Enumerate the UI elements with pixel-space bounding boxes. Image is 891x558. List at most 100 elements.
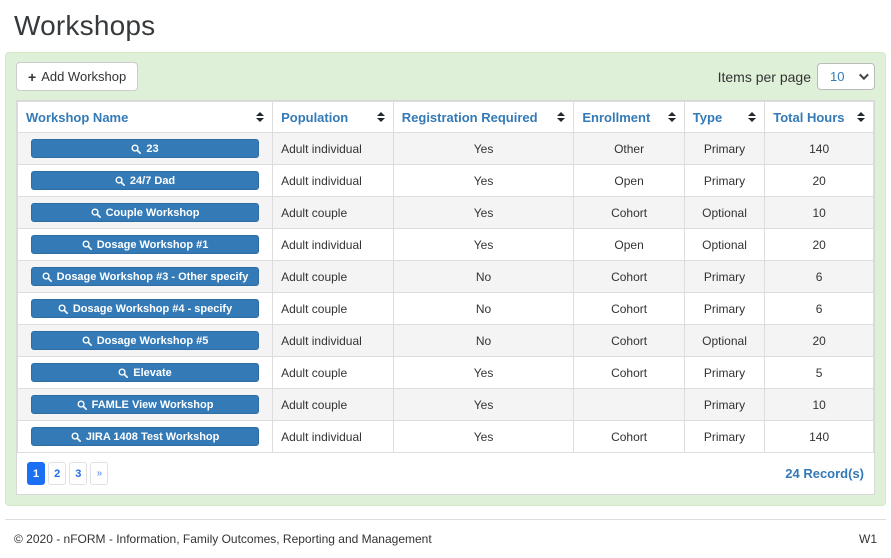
items-per-page-label: Items per page [717, 68, 811, 85]
cell-workshop-name: Couple Workshop [16, 196, 274, 229]
cell-population: Adult couple [272, 356, 394, 389]
column-header-registration-required[interactable]: Registration Required [392, 101, 575, 133]
cell-population: Adult couple [272, 260, 394, 293]
table-row: Elevate Adult couple Yes Cohort Primary 5 [16, 356, 874, 389]
cell-workshop-name: 23 [16, 132, 274, 165]
column-label: Workshop Name [26, 109, 129, 125]
workshop-link-button[interactable]: JIRA 1408 Test Workshop [30, 427, 260, 446]
cell-enrollment: Cohort [573, 324, 685, 357]
search-icon [82, 240, 92, 250]
table-row: 23 Adult individual Yes Other Primary 140 [16, 132, 874, 165]
sort-arrows-icon [256, 112, 265, 122]
items-per-page-select[interactable]: 10 [817, 63, 875, 90]
workshop-link-button[interactable]: Couple Workshop [30, 203, 260, 222]
search-icon [77, 400, 87, 410]
cell-enrollment: Other [573, 132, 685, 165]
table-row: Dosage Workshop #1 Adult individual Yes Ope… [16, 228, 874, 261]
workshop-name-label: Couple Workshop [105, 206, 200, 219]
workshop-link-button[interactable]: Dosage Workshop #5 [30, 331, 260, 350]
column-label: Total Hours [773, 109, 845, 125]
cell-registration-required: No [392, 324, 575, 357]
page-title: Workshops [14, 10, 156, 41]
cell-registration-required: No [392, 260, 575, 293]
cell-total-hours: 5 [764, 356, 874, 389]
workshop-link-button[interactable]: Dosage Workshop #3 - Other specify [30, 267, 260, 286]
cell-type: Primary [683, 388, 766, 421]
workshop-link-button[interactable]: 23 [30, 139, 260, 158]
column-header-type[interactable]: Type [683, 101, 766, 133]
pagination-bar: 1 2 3 » 24 Record(s) [17, 453, 874, 494]
footer-divider [5, 519, 886, 520]
cell-registration-required: Yes [392, 164, 575, 197]
workshop-link-button[interactable]: Dosage Workshop #1 [30, 235, 260, 254]
workshops-table: Workshop Name Population Registration Re… [16, 101, 874, 453]
cell-total-hours: 20 [764, 164, 874, 197]
cell-population: Adult individual [272, 420, 394, 453]
cell-population: Adult individual [272, 132, 394, 165]
cell-type: Optional [683, 228, 766, 261]
column-header-workshop-name[interactable]: Workshop Name [16, 101, 274, 133]
column-label: Population [281, 109, 349, 125]
table-row: FAMLE View Workshop Adult couple Yes Primar… [16, 388, 874, 421]
workshop-name-label: 24/7 Dad [129, 174, 176, 187]
cell-population: Adult individual [272, 228, 394, 261]
column-label: Type [692, 109, 723, 125]
cell-population: Adult individual [272, 164, 394, 197]
cell-registration-required: Yes [392, 196, 575, 229]
column-header-population[interactable]: Population [272, 101, 394, 133]
workshop-name-label: JIRA 1408 Test Workshop [85, 430, 220, 443]
workshops-panel: + Add Workshop Items per page 10 Worksho… [5, 52, 886, 506]
page-button-3[interactable]: 3 [69, 462, 88, 485]
workshop-link-button[interactable]: FAMLE View Workshop [30, 395, 260, 414]
page-button-1[interactable]: 1 [27, 462, 46, 485]
items-per-page-value: 10 [830, 69, 845, 84]
cell-type: Primary [683, 420, 766, 453]
cell-total-hours: 6 [764, 292, 874, 325]
page-button-next[interactable]: » [90, 462, 109, 485]
cell-total-hours: 10 [764, 196, 874, 229]
column-header-total-hours[interactable]: Total Hours [764, 101, 874, 133]
cell-registration-required: Yes [392, 356, 575, 389]
cell-registration-required: Yes [392, 388, 575, 421]
workshop-name-label: Dosage Workshop #5 [96, 334, 209, 347]
search-icon [42, 272, 52, 282]
search-icon [131, 144, 142, 154]
version-label: W1 [859, 532, 877, 546]
sort-arrows-icon [557, 112, 566, 122]
workshop-name-label: Dosage Workshop #4 - specify [72, 302, 233, 315]
workshop-name-label: FAMLE View Workshop [91, 398, 214, 411]
sort-arrows-icon [667, 112, 676, 122]
page-button-2[interactable]: 2 [48, 462, 67, 485]
sort-arrows-icon [857, 112, 865, 122]
table-row: Dosage Workshop #3 - Other specify Adult … [16, 260, 874, 293]
column-label: Enrollment [582, 109, 651, 125]
cell-enrollment: Cohort [573, 196, 685, 229]
search-icon [82, 336, 92, 346]
cell-enrollment: Cohort [573, 420, 685, 453]
add-workshop-button[interactable]: + Add Workshop [16, 62, 139, 91]
cell-enrollment: Cohort [573, 356, 685, 389]
chevron-down-icon [858, 70, 869, 81]
search-icon [71, 432, 81, 442]
cell-registration-required: Yes [392, 420, 575, 453]
cell-workshop-name: JIRA 1408 Test Workshop [16, 420, 274, 453]
sort-arrows-icon [376, 112, 385, 122]
table-row: 24/7 Dad Adult individual Yes Open Primary 20 [16, 164, 874, 197]
cell-type: Primary [683, 260, 766, 293]
cell-total-hours: 20 [764, 228, 874, 261]
workshop-link-button[interactable]: Dosage Workshop #4 - specify [30, 299, 260, 318]
cell-enrollment [573, 388, 685, 421]
cell-population: Adult couple [272, 388, 394, 421]
pagination: 1 2 3 » [27, 462, 109, 485]
cell-population: Adult individual [272, 324, 394, 357]
workshop-link-button[interactable]: Elevate [30, 363, 260, 382]
cell-workshop-name: Dosage Workshop #1 [16, 228, 274, 261]
column-header-enrollment[interactable]: Enrollment [573, 101, 685, 133]
table-body: 23 Adult individual Yes Other Primary 140 24/7… [16, 132, 874, 453]
search-icon [118, 368, 129, 378]
workshop-link-button[interactable]: 24/7 Dad [30, 171, 260, 190]
search-icon [91, 208, 101, 218]
table-row: Couple Workshop Adult couple Yes Cohort Opti… [16, 196, 874, 229]
cell-total-hours: 6 [764, 260, 874, 293]
